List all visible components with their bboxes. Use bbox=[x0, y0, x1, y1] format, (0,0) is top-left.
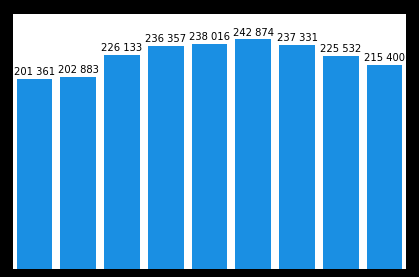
Bar bbox=[60, 77, 96, 269]
Bar bbox=[323, 56, 359, 269]
Text: 215 400: 215 400 bbox=[364, 53, 405, 63]
Bar bbox=[235, 39, 271, 269]
Text: 237 331: 237 331 bbox=[277, 33, 318, 43]
Text: 201 361: 201 361 bbox=[14, 67, 55, 77]
Bar bbox=[279, 45, 315, 269]
Text: 226 133: 226 133 bbox=[101, 43, 142, 53]
Text: 236 357: 236 357 bbox=[145, 34, 186, 44]
Bar bbox=[148, 46, 184, 269]
Bar bbox=[367, 65, 403, 269]
Bar bbox=[191, 44, 228, 269]
Text: 202 883: 202 883 bbox=[58, 65, 98, 75]
Bar bbox=[104, 55, 140, 269]
Text: 242 874: 242 874 bbox=[233, 28, 274, 38]
Bar bbox=[16, 79, 52, 269]
Text: 225 532: 225 532 bbox=[320, 44, 362, 54]
Text: 238 016: 238 016 bbox=[189, 32, 230, 42]
